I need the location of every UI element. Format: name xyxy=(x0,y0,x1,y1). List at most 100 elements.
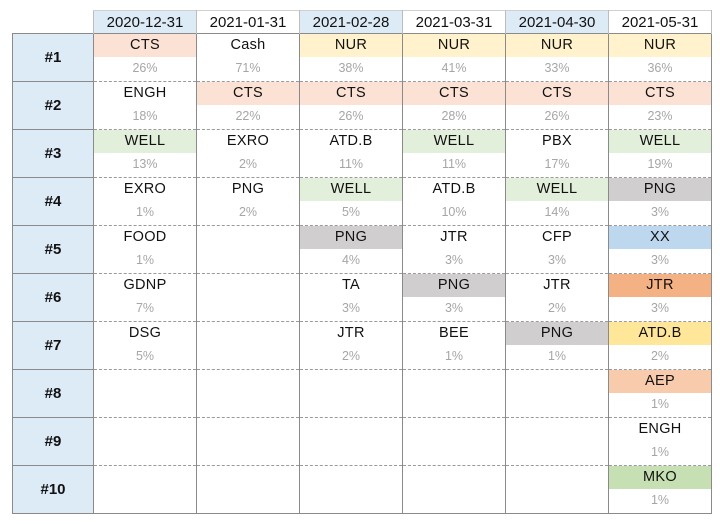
weight-percent: 3% xyxy=(444,253,464,267)
holding-cell[interactable]: NUR 33% xyxy=(505,33,609,82)
weight-percent: 4% xyxy=(341,253,361,267)
holding-cell[interactable]: WELL 19% xyxy=(608,129,712,178)
holding-cell[interactable]: Cash 71% xyxy=(196,33,300,82)
rank-label: #2 xyxy=(12,81,94,130)
weight-percent: 5% xyxy=(341,205,361,219)
holding-cell[interactable]: EXRO 1% xyxy=(93,177,197,226)
holding-cell[interactable]: WELL 13% xyxy=(93,129,197,178)
rank-label: #10 xyxy=(12,465,94,514)
rank-label: #5 xyxy=(12,225,94,274)
holding-cell[interactable]: ATD.B 11% xyxy=(299,129,403,178)
holding-cell[interactable] xyxy=(196,273,300,322)
ticker-label: JTR xyxy=(543,277,571,293)
holding-cell[interactable]: CTS 23% xyxy=(608,81,712,130)
holding-cell[interactable]: ATD.B 10% xyxy=(402,177,506,226)
holding-cell[interactable]: PNG 4% xyxy=(299,225,403,274)
ticker-label: PBX xyxy=(542,133,572,149)
holding-cell[interactable]: MKO 1% xyxy=(608,465,712,514)
rank-label: #7 xyxy=(12,321,94,370)
weight-percent xyxy=(403,393,505,413)
holding-cell[interactable]: JTR 2% xyxy=(299,321,403,370)
holding-cell[interactable]: ENGH 1% xyxy=(608,417,712,466)
holding-cell[interactable]: PNG 3% xyxy=(402,273,506,322)
ticker-label: PNG xyxy=(231,181,265,197)
ticker-label: FOOD xyxy=(123,229,167,245)
holding-cell[interactable]: CTS 26% xyxy=(299,81,403,130)
holding-cell[interactable]: ENGH 18% xyxy=(93,81,197,130)
holding-cell[interactable]: NUR 41% xyxy=(402,33,506,82)
holding-cell[interactable] xyxy=(93,417,197,466)
holding-cell[interactable]: PNG 1% xyxy=(505,321,609,370)
holding-cell[interactable]: JTR 3% xyxy=(608,273,712,322)
holding-cell[interactable]: WELL 5% xyxy=(299,177,403,226)
weight-percent xyxy=(197,297,299,317)
ticker-label xyxy=(506,418,608,441)
weight-percent xyxy=(94,441,196,461)
holding-cell[interactable] xyxy=(402,369,506,418)
ticker-label xyxy=(197,274,299,297)
date-header-row: 2020-12-31 2021-01-31 2021-02-28 2021-03-31… xyxy=(12,10,712,34)
holding-cell[interactable]: DSG 5% xyxy=(93,321,197,370)
holding-cell[interactable]: JTR 3% xyxy=(402,225,506,274)
holding-cell[interactable] xyxy=(505,369,609,418)
ticker-label xyxy=(94,418,196,441)
holding-cell[interactable] xyxy=(402,465,506,514)
weight-percent: 71% xyxy=(235,61,261,75)
holding-cell[interactable]: WELL 11% xyxy=(402,129,506,178)
holding-cell[interactable] xyxy=(299,417,403,466)
holding-cell[interactable]: CFP 3% xyxy=(505,225,609,274)
holding-cell[interactable]: PBX 17% xyxy=(505,129,609,178)
ticker-label: ATD.B xyxy=(432,181,476,197)
holding-cell[interactable] xyxy=(196,417,300,466)
holding-cell[interactable] xyxy=(505,417,609,466)
holding-cell[interactable]: CTS 22% xyxy=(196,81,300,130)
holding-cell[interactable]: ATD.B 2% xyxy=(608,321,712,370)
holding-cell[interactable]: CTS 28% xyxy=(402,81,506,130)
ticker-label xyxy=(197,466,299,489)
holding-cell[interactable] xyxy=(299,369,403,418)
ticker-label: PNG xyxy=(403,274,505,297)
date-header-5: 2021-05-31 xyxy=(608,10,712,34)
table-row: #2 ENGH 18% CTS 22% CTS 26% CTS 28% CTS 26% CTS 23% xyxy=(12,81,712,130)
table-row: #3 WELL 13% EXRO 2% ATD.B 11% WELL 11% PBX 17% WELL… xyxy=(12,129,712,178)
ticker-label: PNG xyxy=(300,226,402,249)
holding-cell[interactable]: CTS 26% xyxy=(93,33,197,82)
ticker-label xyxy=(403,370,505,393)
holding-cell[interactable]: JTR 2% xyxy=(505,273,609,322)
holding-cell[interactable] xyxy=(196,225,300,274)
holding-cell[interactable] xyxy=(196,465,300,514)
holding-cell[interactable]: EXRO 2% xyxy=(196,129,300,178)
holding-cell[interactable] xyxy=(93,465,197,514)
ticker-label: WELL xyxy=(403,130,505,153)
holding-cell[interactable]: FOOD 1% xyxy=(93,225,197,274)
holding-cell[interactable]: BEE 1% xyxy=(402,321,506,370)
table-row: #4 EXRO 1% PNG 2% WELL 5% ATD.B 10% WELL 14% PNG 3% xyxy=(12,177,712,226)
holding-cell[interactable]: AEP 1% xyxy=(608,369,712,418)
holding-cell[interactable]: GDNP 7% xyxy=(93,273,197,322)
weight-percent xyxy=(197,345,299,365)
holding-cell[interactable]: CTS 26% xyxy=(505,81,609,130)
holding-cell[interactable] xyxy=(93,369,197,418)
holding-cell[interactable]: PNG 2% xyxy=(196,177,300,226)
holding-cell[interactable] xyxy=(196,369,300,418)
holding-cell[interactable] xyxy=(299,465,403,514)
holding-cell[interactable]: XX 3% xyxy=(608,225,712,274)
weight-percent: 26% xyxy=(132,61,158,75)
weight-percent: 2% xyxy=(238,205,258,219)
holding-cell[interactable] xyxy=(196,321,300,370)
holding-cell[interactable]: PNG 3% xyxy=(608,177,712,226)
ticker-label xyxy=(197,322,299,345)
weight-percent: 3% xyxy=(547,253,567,267)
holding-cell[interactable]: WELL 14% xyxy=(505,177,609,226)
holding-cell[interactable]: NUR 36% xyxy=(608,33,712,82)
date-header-2: 2021-02-28 xyxy=(299,10,403,34)
holding-cell[interactable] xyxy=(402,417,506,466)
holding-cell[interactable] xyxy=(505,465,609,514)
holding-cell[interactable]: TA 3% xyxy=(299,273,403,322)
table-row: #1 CTS 26% Cash 71% NUR 38% NUR 41% NUR 33% NUR 36% xyxy=(12,33,712,82)
ticker-label: EXRO xyxy=(226,133,270,149)
weight-percent xyxy=(94,489,196,509)
holding-cell[interactable]: NUR 38% xyxy=(299,33,403,82)
ticker-label: Cash xyxy=(230,37,266,53)
weight-percent: 1% xyxy=(135,253,155,267)
